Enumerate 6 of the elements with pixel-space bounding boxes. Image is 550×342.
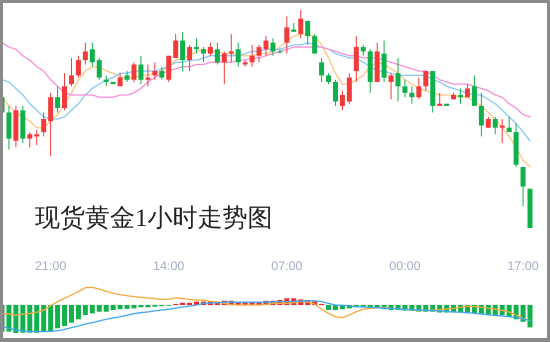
x-tick-label: 21:00 <box>35 259 66 273</box>
x-tick-label: 07:00 <box>271 259 302 273</box>
x-tick-label: 14:00 <box>153 259 184 273</box>
title: 现货黄金1小时走势图 <box>35 205 272 232</box>
x-tick-label: 17:00 <box>507 259 539 273</box>
x-tick-label: 00:00 <box>389 259 421 273</box>
